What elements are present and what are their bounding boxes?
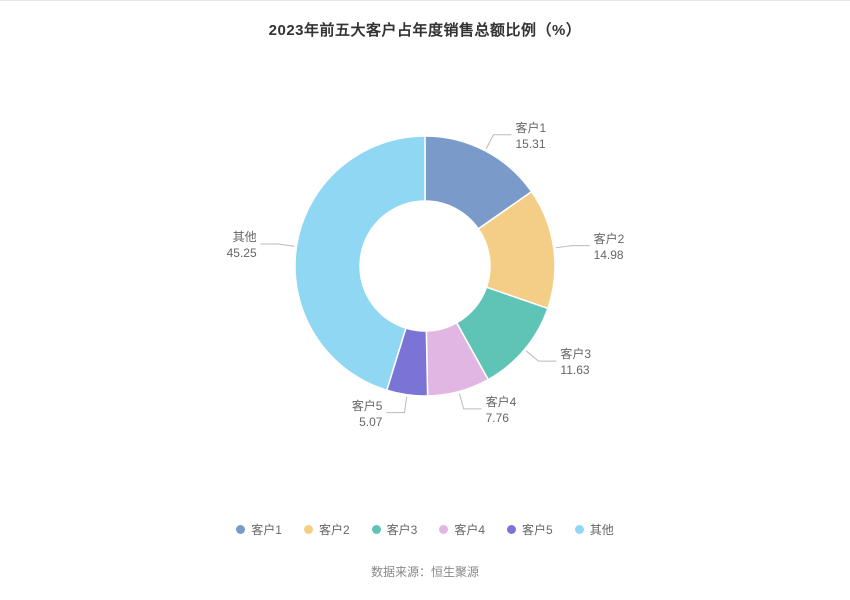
slice-label-value: 7.76 [486,410,517,426]
source-prefix: 数据来源： [371,565,431,579]
slice-label-name: 客户3 [560,346,591,362]
legend-dot-icon [304,525,313,534]
legend-item[interactable]: 客户1 [236,521,282,538]
slice-label-value: 11.63 [560,362,591,378]
slice-label: 其他45.25 [227,229,257,261]
legend-dot-icon [575,525,584,534]
chart-container: 2023年前五大客户占年度销售总额比例（%） 客户115.31客户214.98客… [0,0,850,600]
data-source: 数据来源：恒生聚源 [0,563,850,580]
chart-area: 客户115.31 客户214.98 客户311.63 客户47.76 客户55.07 其他… [0,56,850,476]
donut-chart [0,56,850,476]
slice-label: 客户47.76 [486,394,517,426]
legend: 客户1 客户2 客户3 客户4 客户5 其他 [0,521,850,538]
legend-label: 客户4 [454,521,485,538]
slice-label-name: 客户5 [352,398,383,414]
legend-item[interactable]: 其他 [575,521,614,538]
legend-label: 客户2 [319,521,350,538]
legend-item[interactable]: 客户4 [439,521,485,538]
legend-dot-icon [372,525,381,534]
legend-item[interactable]: 客户5 [507,521,553,538]
slice-label-name: 客户1 [515,120,546,136]
slice-label-value: 14.98 [594,247,625,263]
source-name: 恒生聚源 [431,565,479,579]
slice-label-name: 客户4 [486,394,517,410]
legend-dot-icon [507,525,516,534]
leader-line [556,246,590,248]
slice-label-value: 5.07 [352,414,383,430]
slice-label: 客户55.07 [352,398,383,430]
leader-line [261,244,295,246]
legend-dot-icon [236,525,245,534]
leader-line [459,393,481,408]
slice-label-name: 客户2 [594,231,625,247]
slice-label: 客户214.98 [594,231,625,263]
leader-line [386,397,406,413]
leader-line [486,135,511,149]
slice-label-value: 15.31 [515,136,546,152]
legend-label: 客户5 [522,521,553,538]
legend-label: 客户1 [251,521,282,538]
legend-label: 客户3 [387,521,418,538]
chart-title: 2023年前五大客户占年度销售总额比例（%） [0,1,850,40]
legend-item[interactable]: 客户3 [372,521,418,538]
slice-label-value: 45.25 [227,245,257,261]
slice-label: 客户311.63 [560,346,591,378]
slice-label: 客户115.31 [515,120,546,152]
leader-line [526,351,556,361]
slice-label-name: 其他 [227,229,257,245]
legend-label: 其他 [590,521,614,538]
legend-item[interactable]: 客户2 [304,521,350,538]
legend-dot-icon [439,525,448,534]
